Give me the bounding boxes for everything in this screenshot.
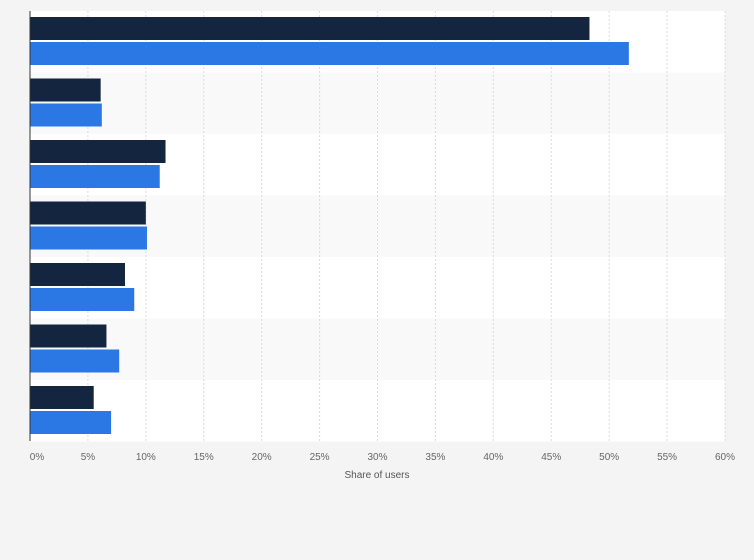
x-tick-label: 45%: [541, 452, 561, 463]
x-tick-label: 20%: [252, 452, 272, 463]
bars: [30, 17, 629, 434]
x-tick-label: 5%: [81, 452, 96, 463]
x-tick-label: 40%: [483, 452, 503, 463]
x-tick-label: 50%: [599, 452, 619, 463]
x-tick-label: 15%: [194, 452, 214, 463]
x-tick-label: 0%: [30, 452, 45, 463]
bar-series-2: [30, 165, 160, 188]
x-tick-label: 35%: [425, 452, 445, 463]
bar-series-1: [30, 140, 166, 163]
x-tick-label: 60%: [715, 452, 735, 463]
bar-series-1: [30, 263, 125, 286]
bar-series-2: [30, 411, 112, 434]
x-tick-label: 55%: [657, 452, 677, 463]
x-tick-label: 25%: [310, 452, 330, 463]
bar-series-1: [30, 17, 590, 40]
x-tick-label: 30%: [367, 452, 387, 463]
x-axis-ticks: 0% 5% 10% 15% 20% 25% 30% 35% 40% 45% 50% 55% 60%: [30, 452, 735, 463]
bar-series-2: [30, 42, 629, 65]
bar-series-2: [30, 349, 120, 373]
bar-series-1: [30, 324, 107, 348]
x-tick-label: 10%: [136, 452, 156, 463]
bar-series-1: [30, 386, 94, 409]
bar-series-2: [30, 288, 135, 311]
bar-series-2: [30, 226, 147, 250]
bar-series-1: [30, 201, 146, 225]
bar-series-2: [30, 103, 102, 127]
bar-series-1: [30, 78, 101, 102]
x-axis-title: Share of users: [344, 470, 409, 481]
